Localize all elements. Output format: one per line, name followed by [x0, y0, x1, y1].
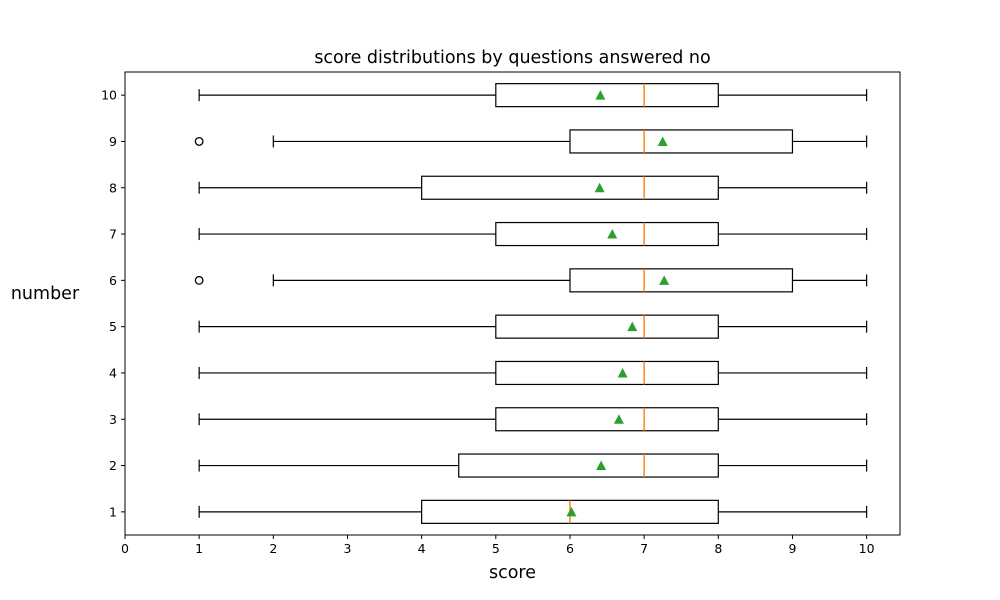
x-tick-label: 0 [121, 541, 129, 556]
y-tick-label: 8 [109, 180, 117, 195]
x-tick-label: 3 [344, 541, 352, 556]
y-axis: 1 2 3 4 5 6 7 8 9 10 [101, 88, 125, 519]
x-tick-label: 7 [640, 541, 648, 556]
box-group-1 [198, 499, 868, 524]
box-group-6 [194, 268, 868, 293]
x-tick-label: 2 [269, 541, 277, 556]
x-tick-label: 4 [418, 541, 426, 556]
mean-marker [657, 136, 668, 146]
box-iqr [495, 314, 719, 339]
box-iqr [495, 360, 719, 386]
box-iqr [458, 453, 719, 478]
box-group-3 [198, 407, 868, 432]
y-tick-label: 10 [101, 88, 117, 103]
y-tick-label: 4 [109, 365, 117, 380]
x-tick-label: 6 [566, 541, 574, 556]
x-tick-label: 9 [788, 541, 796, 556]
y-tick-label: 9 [109, 134, 117, 149]
y-tick-label: 7 [109, 227, 117, 242]
box-iqr [569, 129, 794, 154]
x-axis-label: score [489, 563, 536, 583]
mean-marker [595, 90, 606, 100]
mean-marker [613, 414, 624, 424]
box-iqr [569, 268, 794, 293]
box-group-9 [194, 129, 868, 154]
mean-marker [607, 229, 618, 239]
y-axis-label: number [11, 284, 80, 304]
mean-marker [627, 321, 638, 332]
chart-title: score distributions by questions answere… [314, 48, 710, 68]
mean-marker [594, 182, 605, 193]
axes-frame [124, 71, 901, 536]
x-tick-label: 5 [492, 541, 500, 556]
flier-point [194, 136, 204, 146]
box-group-10 [198, 83, 868, 108]
box-iqr [421, 175, 719, 200]
x-tick-label: 10 [859, 541, 875, 556]
mean-marker [617, 367, 628, 378]
mean-marker [659, 275, 670, 285]
plot-area [194, 83, 868, 524]
box-group-7 [198, 221, 868, 247]
box-iqr [495, 221, 719, 247]
box-group-8 [198, 175, 868, 200]
y-tick-label: 1 [109, 504, 117, 519]
x-tick-label: 8 [714, 541, 722, 556]
y-tick-label: 5 [109, 319, 117, 334]
y-tick-label: 2 [109, 458, 117, 473]
box-group-4 [198, 360, 868, 386]
flier-point [194, 275, 204, 285]
mean-marker [596, 460, 607, 471]
box-group-2 [198, 453, 868, 478]
box-iqr [495, 407, 719, 432]
x-axis: 0 1 2 3 4 5 6 7 8 9 10 [121, 535, 875, 556]
x-tick-label: 1 [195, 541, 203, 556]
y-tick-label: 6 [109, 273, 117, 288]
box-group-5 [198, 314, 868, 339]
y-tick-label: 3 [109, 412, 117, 427]
box-iqr [495, 83, 719, 108]
mean-marker [566, 506, 577, 517]
